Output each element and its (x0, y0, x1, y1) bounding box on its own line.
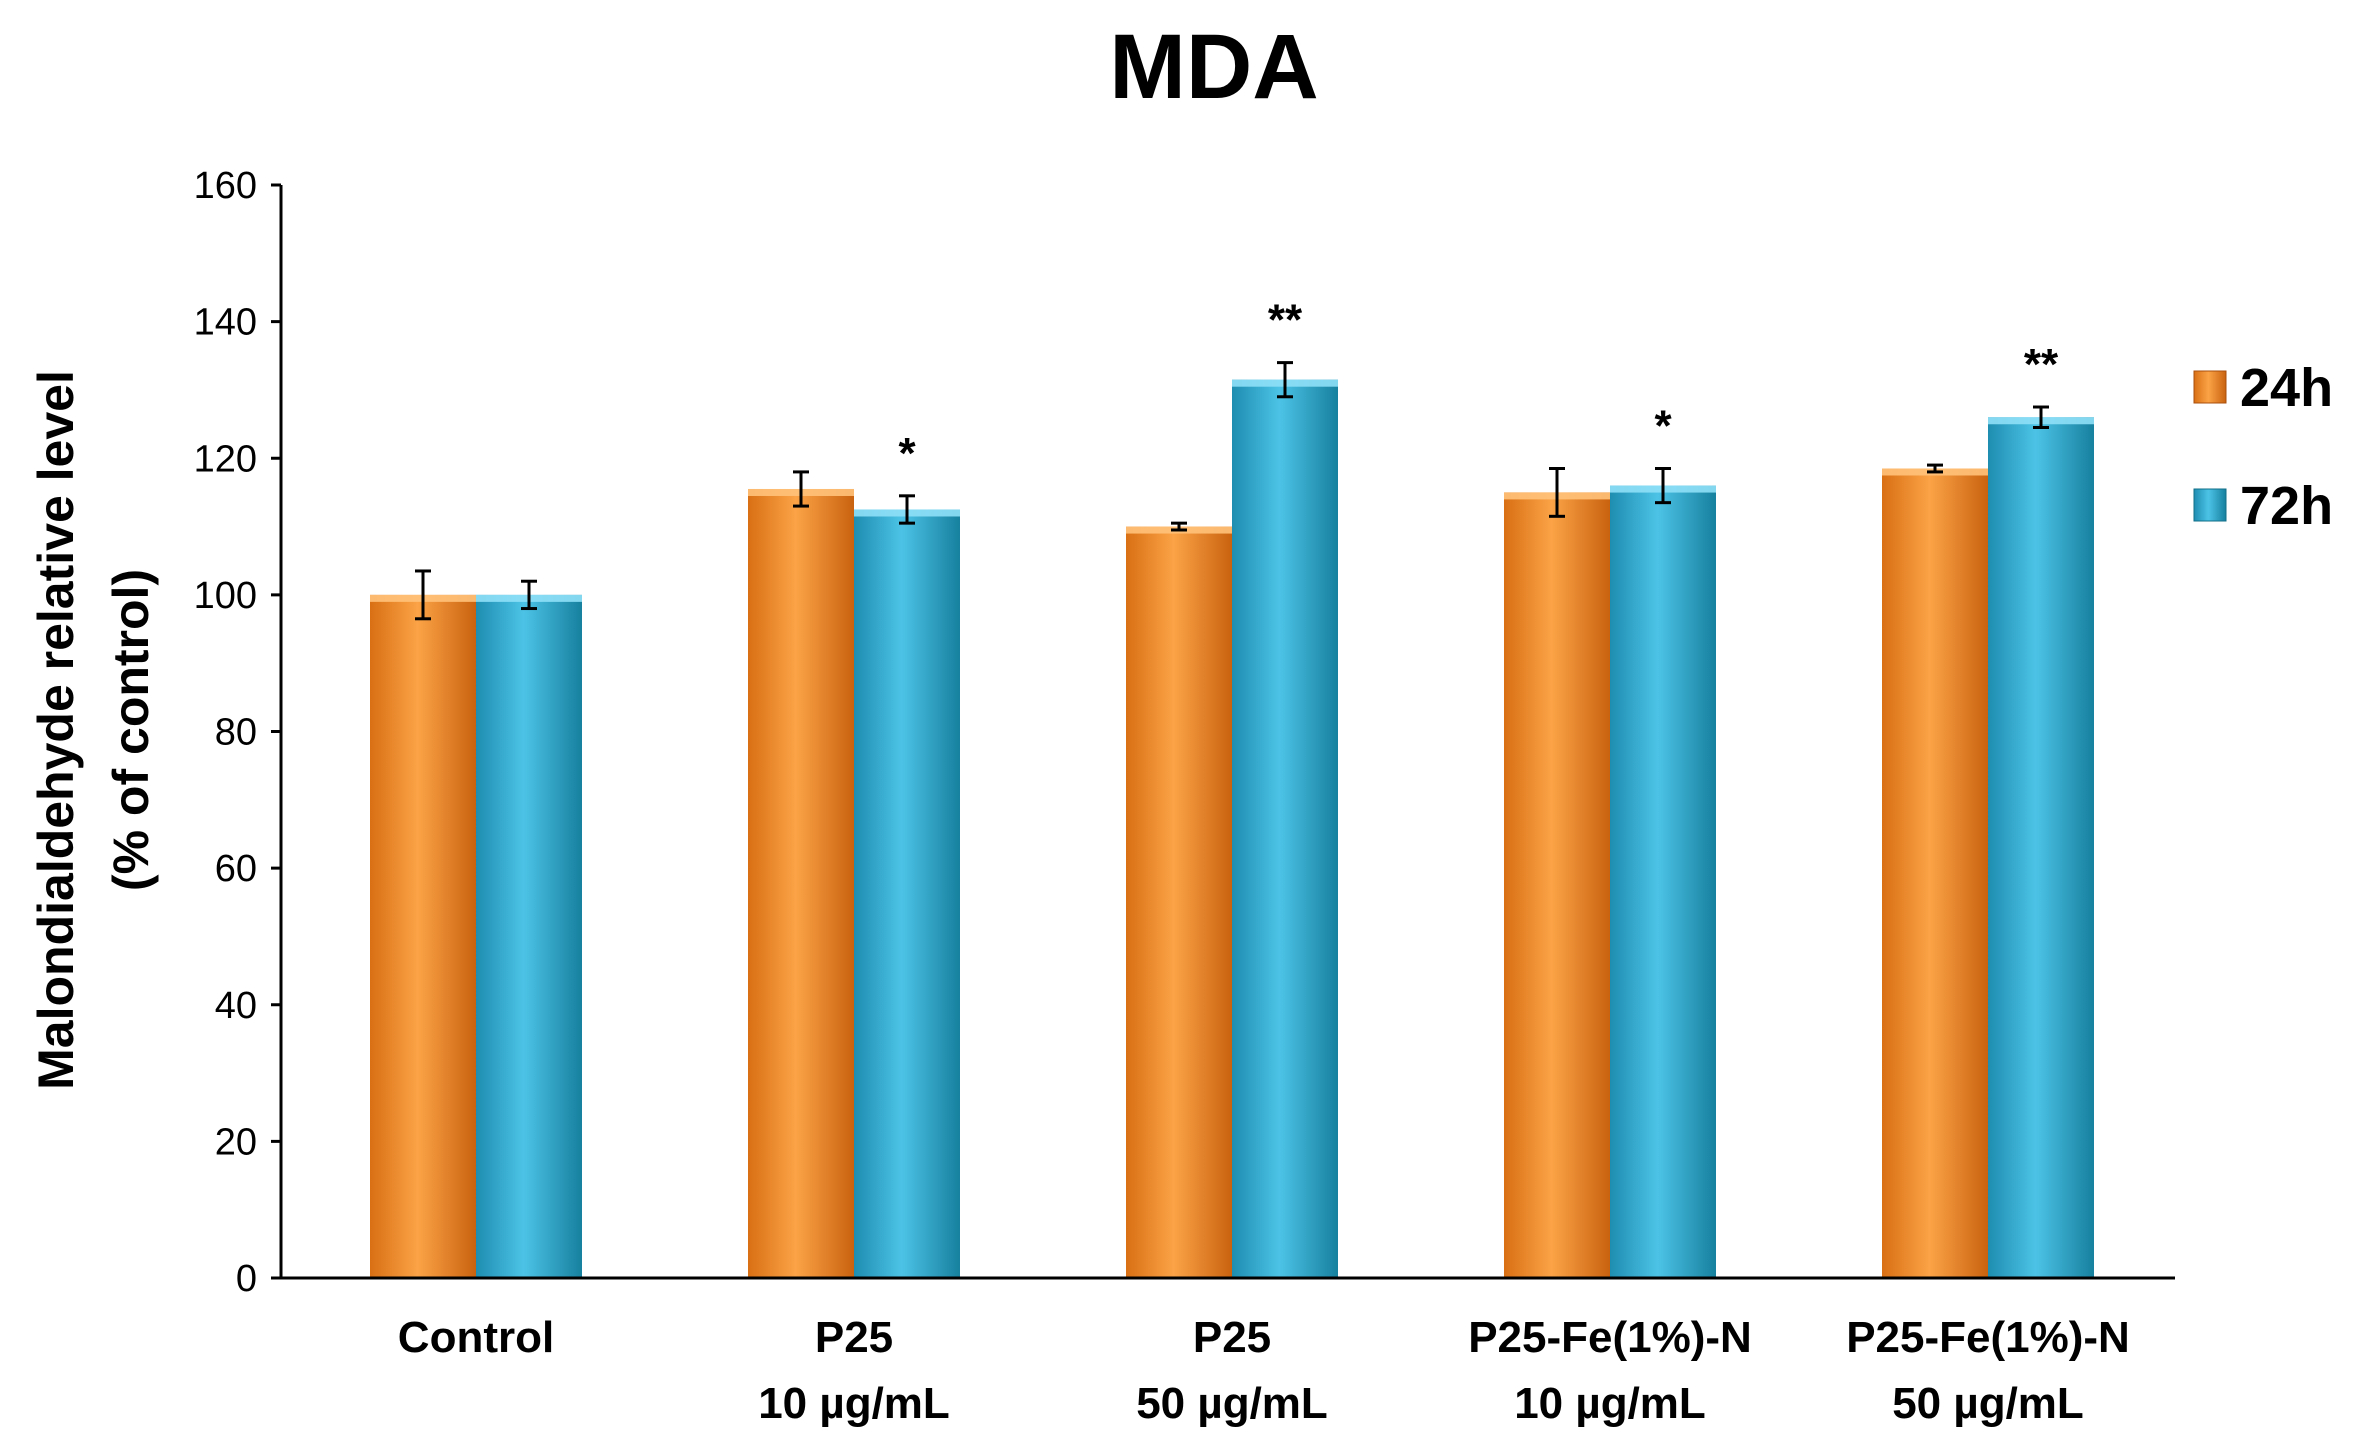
bar-24h-2 (1126, 526, 1232, 1278)
bars (370, 379, 2094, 1279)
legend-label-72h: 72h (2240, 476, 2333, 536)
x-axis-categories: Control P25 10 µg/mL P25 50 µg/mL P25-Fe(1%)-… (398, 1313, 2130, 1428)
significance-72h-3: * (1654, 401, 1672, 450)
y-axis-label: Malondialdehyde relative level (% of con… (28, 370, 159, 1090)
y-axis-label-line-2: (% of control) (103, 569, 159, 891)
category-label-3-line-0: P25-Fe(1%)-N (1468, 1313, 1752, 1362)
bar-24h-0 (370, 594, 476, 1278)
bar-72h-3 (1610, 485, 1716, 1278)
bar-72h-4 (1988, 417, 2094, 1278)
y-tick-label: 20 (215, 1121, 257, 1163)
y-tick-label: 40 (215, 985, 257, 1027)
y-tick-label: 0 (236, 1258, 257, 1300)
category-label-1-line-1: 10 µg/mL (758, 1379, 950, 1428)
y-tick-label: 160 (194, 165, 257, 207)
legend-swatch-24h (2193, 370, 2227, 404)
bar-24h-3 (1504, 492, 1610, 1278)
legend-swatch-72h (2193, 488, 2227, 522)
category-label-2-line-0: P25 (1193, 1313, 1271, 1362)
y-axis-label-line-1: Malondialdehyde relative level (28, 370, 84, 1090)
legend-label-24h: 24h (2240, 358, 2333, 418)
error-bars (415, 361, 2049, 621)
bar-24h-4 (1882, 468, 1988, 1278)
bar-24h-1 (748, 488, 854, 1279)
legend: 24h 72h (2193, 358, 2333, 536)
category-label-1-line-0: P25 (815, 1313, 893, 1362)
category-label-0-line-0: Control (398, 1313, 554, 1362)
significance-72h-1: * (898, 429, 916, 478)
chart-title: MDA (1109, 16, 1319, 118)
bar-72h-1 (854, 509, 960, 1278)
y-tick-label: 80 (215, 712, 257, 754)
significance-marks: ****** (898, 296, 2059, 478)
category-label-4-line-0: P25-Fe(1%)-N (1846, 1313, 2130, 1362)
category-label-4-line-1: 50 µg/mL (1892, 1379, 2084, 1428)
y-tick-label: 140 (194, 302, 257, 344)
y-tick-label: 100 (194, 575, 257, 617)
y-axis-ticks: 0 20 40 60 80 100 120 140 160 (194, 165, 281, 1300)
y-tick-label: 60 (215, 848, 257, 890)
category-label-2-line-1: 50 µg/mL (1136, 1379, 1328, 1428)
y-tick-label: 120 (194, 438, 257, 480)
bar-72h-2 (1232, 379, 1338, 1278)
bar-72h-0 (476, 594, 582, 1278)
significance-72h-4: ** (2024, 340, 2059, 389)
category-label-3-line-1: 10 µg/mL (1514, 1379, 1706, 1428)
significance-72h-2: ** (1268, 296, 1303, 345)
